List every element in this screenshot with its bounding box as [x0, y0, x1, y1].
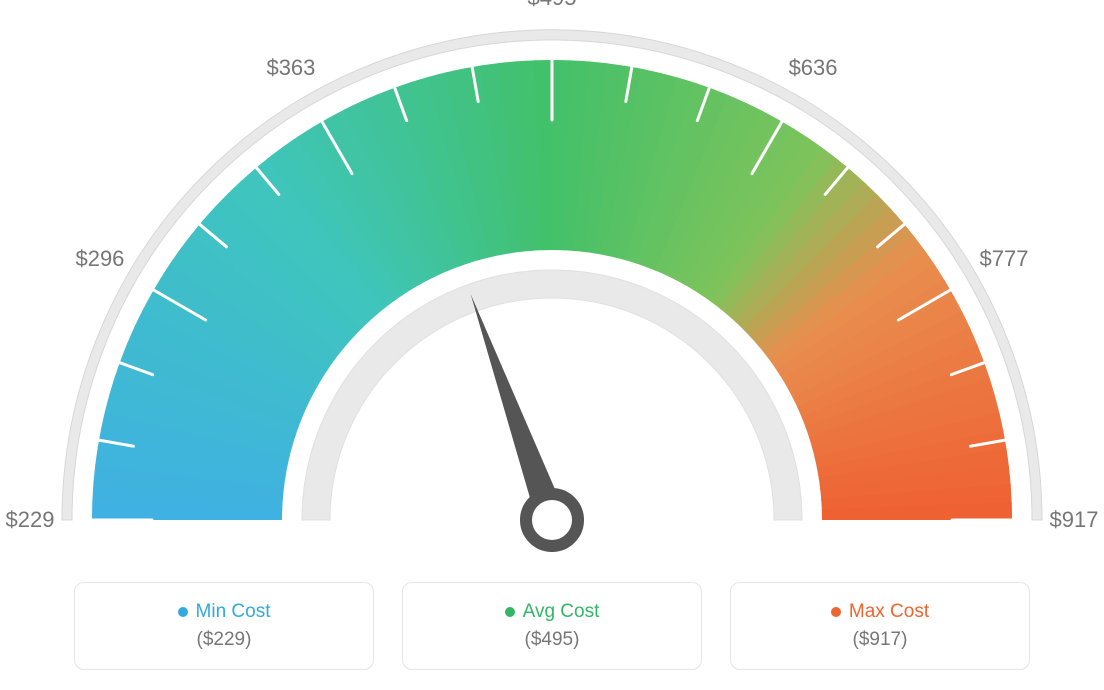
legend-card-max: Max Cost ($917): [730, 582, 1030, 670]
legend-value-max: ($917): [853, 629, 908, 651]
legend-row: Min Cost ($229) Avg Cost ($495) Max Cost…: [0, 582, 1104, 670]
gauge-tick-label: $636: [789, 55, 838, 81]
legend-dot-avg: [505, 607, 515, 617]
gauge-tick-label: $296: [75, 246, 124, 272]
legend-header-avg: Avg Cost: [505, 601, 600, 623]
legend-label-min: Min Cost: [196, 601, 271, 623]
legend-card-min: Min Cost ($229): [74, 582, 374, 670]
gauge-area: $229 $296 $363 $495 $636 $777 $917: [0, 0, 1104, 560]
legend-header-max: Max Cost: [831, 601, 929, 623]
legend-dot-max: [831, 607, 841, 617]
legend-card-avg: Avg Cost ($495): [402, 582, 702, 670]
cost-gauge-chart: $229 $296 $363 $495 $636 $777 $917 Min Cost ($…: [0, 0, 1104, 690]
gauge-tick-label: $495: [528, 0, 577, 11]
legend-value-min: ($229): [197, 629, 252, 651]
legend-value-avg: ($495): [525, 629, 580, 651]
legend-dot-min: [178, 607, 188, 617]
legend-label-avg: Avg Cost: [523, 601, 600, 623]
gauge-tick-label: $363: [266, 55, 315, 81]
legend-header-min: Min Cost: [178, 601, 271, 623]
gauge-svg: [0, 0, 1104, 560]
legend-label-max: Max Cost: [849, 601, 929, 623]
gauge-tick-label: $777: [980, 246, 1029, 272]
gauge-tick-label: $917: [1050, 507, 1099, 533]
gauge-tick-label: $229: [6, 507, 55, 533]
